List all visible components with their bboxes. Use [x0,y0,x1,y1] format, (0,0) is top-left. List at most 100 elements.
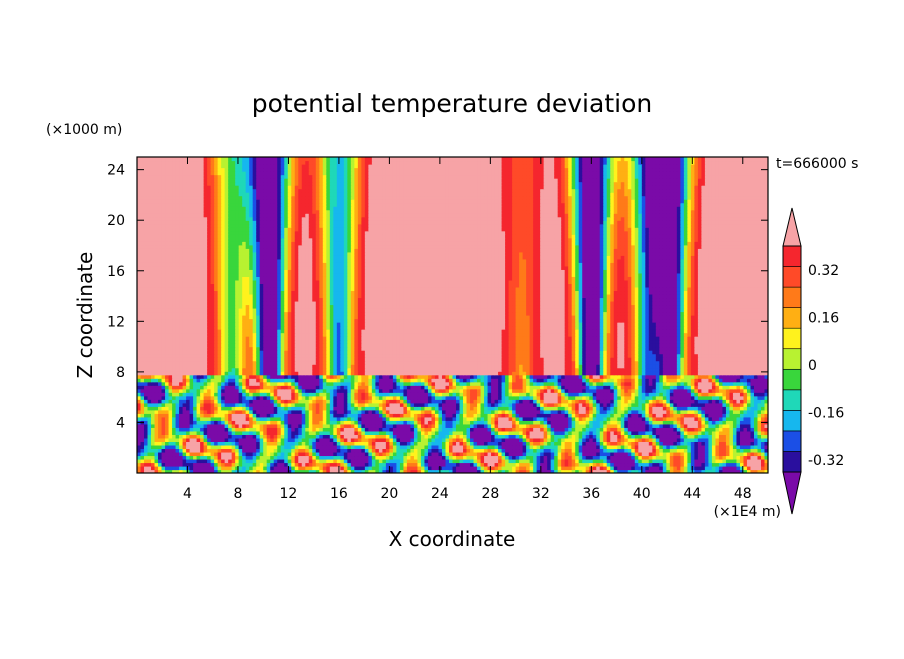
field-cell [599,465,604,471]
field-cell [589,455,594,460]
field-cell [655,430,660,435]
field-cell [536,462,541,467]
field-cell [277,416,282,421]
field-cell [746,430,752,435]
field-cell [154,423,159,428]
field-cell [662,427,667,432]
field-cell [273,402,278,407]
field-cell [259,451,264,457]
field-cell [522,423,527,428]
field-cell [484,469,489,473]
field-cell [179,427,184,432]
field-cell [361,388,366,393]
field-cell [519,423,524,428]
field-cell [357,427,362,432]
field-cell [470,430,475,435]
field-cell [589,374,594,379]
field-cell [357,437,362,442]
field-cell [519,430,524,435]
field-cell [389,427,394,432]
field-cell [529,462,534,467]
field-cell [378,385,383,390]
field-cell [266,434,271,439]
field-cell [308,388,313,393]
field-cell [378,406,383,411]
field-cell [322,462,327,467]
field-cell [575,402,580,407]
field-cell [722,427,727,432]
field-cell [536,413,541,418]
field-cell [298,434,303,439]
field-cell [214,402,219,407]
field-cell [641,409,646,414]
field-cell [498,381,503,386]
field-cell [662,402,667,407]
field-cell [413,385,419,390]
field-cell [561,430,566,435]
field-cell [403,416,408,421]
field-cell [729,381,734,386]
field-cell [624,455,629,460]
field-cell [291,420,296,425]
field-cell [529,374,534,379]
field-cell [410,455,415,460]
field-cell [617,451,622,457]
field-cell [273,385,278,390]
field-cell [463,434,468,439]
field-cell [641,385,646,390]
field-cell [343,427,348,432]
field-cell [301,374,306,379]
field-cell [235,434,240,439]
field-cell [452,469,457,473]
field-cell [144,378,149,383]
field-cell [273,381,278,386]
field-cell [200,374,205,379]
field-cell [536,448,541,453]
field-cell [459,469,464,473]
field-cell [473,465,478,471]
field-cell [238,416,243,421]
field-cell [326,378,331,383]
field-cell [329,437,334,442]
field-cell [638,423,643,428]
field-cell [245,437,250,442]
field-cell [151,458,156,464]
field-cell [319,423,324,428]
field-cell [715,402,720,407]
field-cell [526,378,531,383]
field-cell [592,409,597,414]
field-cell [231,441,236,446]
field-cell [273,465,278,471]
field-cell [315,402,320,407]
field-cell [459,413,464,418]
field-cell [652,430,657,435]
x-unit-label: (×1E4 m) [714,504,781,520]
field-cell [736,399,741,404]
field-cell [606,451,611,457]
field-cell [554,388,559,393]
field-cell [715,406,720,411]
field-cell [214,406,219,411]
field-cell [406,462,412,467]
field-cell [470,448,475,453]
field-cell [294,406,299,411]
field-cell [687,392,692,397]
field-cell [452,385,457,390]
field-cell [375,458,380,464]
field-cell [172,399,177,404]
field-cell [729,441,734,446]
field-cell [494,427,499,432]
field-cell [704,458,710,464]
field-cell [333,413,338,418]
field-cell [718,458,724,464]
field-cell [753,451,759,457]
field-cell [662,416,667,421]
field-cell [137,451,142,457]
field-cell [498,434,503,439]
field-cell [238,441,243,446]
field-cell [743,395,748,400]
field-cell [312,430,317,435]
field-cell [529,430,534,435]
field-cell [249,465,254,471]
field-cell [477,444,482,450]
